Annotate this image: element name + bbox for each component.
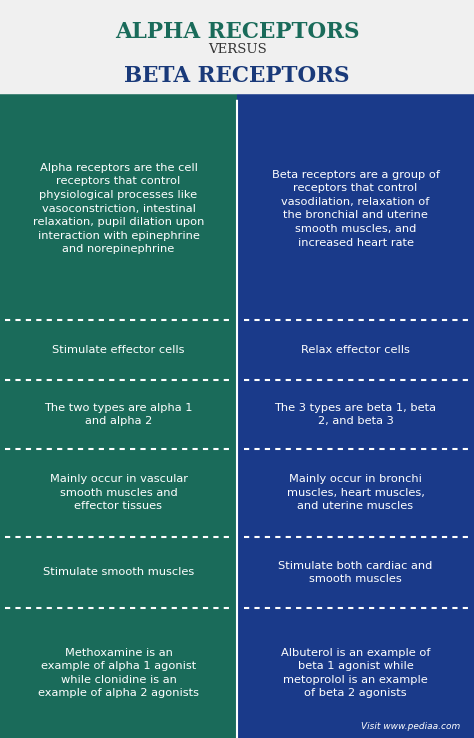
Text: Mainly occur in vascular
smooth muscles and
effector tissues: Mainly occur in vascular smooth muscles … [49,474,188,511]
Text: Alpha receptors are the cell
receptors that control
physiological processes like: Alpha receptors are the cell receptors t… [33,162,204,255]
Bar [0,320,237,380]
Bar [0,380,237,449]
Text: Stimulate effector cells: Stimulate effector cells [52,345,185,355]
Text: Mainly occur in bronchi
muscles, heart muscles,
and uterine muscles: Mainly occur in bronchi muscles, heart m… [287,474,424,511]
Bar [0,97,237,320]
Text: Albuterol is an example of
beta 1 agonist while
metoprolol is an example
of beta: Albuterol is an example of beta 1 agonis… [281,648,430,698]
Text: Methoxamine is an
example of alpha 1 agonist
while clonidine is an
example of al: Methoxamine is an example of alpha 1 ago… [38,648,199,698]
Text: Stimulate both cardiac and
smooth muscles: Stimulate both cardiac and smooth muscle… [278,561,433,584]
Bar [237,380,474,449]
Text: Beta receptors are a group of
receptors that control
vasodilation, relaxation of: Beta receptors are a group of receptors … [272,170,439,247]
Bar [237,608,474,738]
Text: The two types are alpha 1
and alpha 2: The two types are alpha 1 and alpha 2 [44,402,193,426]
Bar [237,97,474,320]
Bar [237,320,474,380]
Text: BETA RECEPTORS: BETA RECEPTORS [124,65,350,87]
Text: Relax effector cells: Relax effector cells [301,345,410,355]
Text: The 3 types are beta 1, beta
2, and beta 3: The 3 types are beta 1, beta 2, and beta… [274,402,437,426]
Bar [237,537,474,608]
Text: Stimulate smooth muscles: Stimulate smooth muscles [43,568,194,577]
Text: VERSUS: VERSUS [208,43,266,56]
Bar [0,608,237,738]
Bar [237,449,474,537]
Text: ALPHA RECEPTORS: ALPHA RECEPTORS [115,21,359,43]
Bar [0,537,237,608]
Text: Visit www.pediaa.com: Visit www.pediaa.com [361,722,460,731]
Bar [0,449,237,537]
